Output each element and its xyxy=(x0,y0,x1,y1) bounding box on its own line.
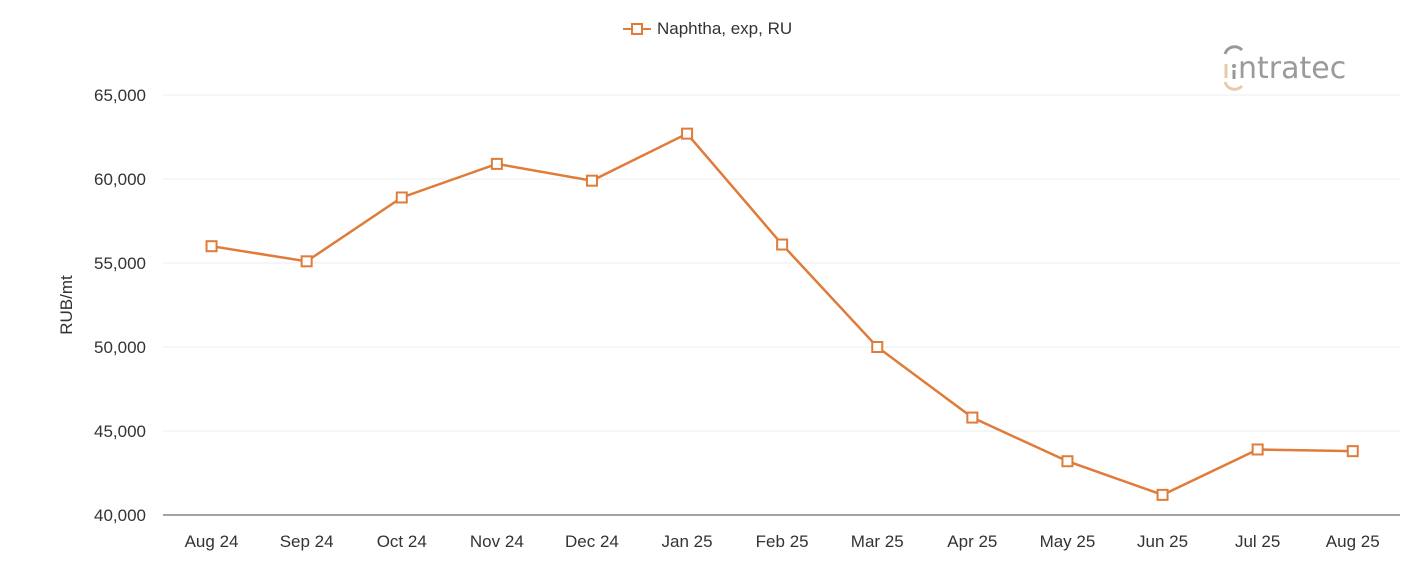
x-tick-label: Jan 25 xyxy=(662,532,713,551)
data-point-marker[interactable] xyxy=(1061,455,1074,468)
y-tick-label: 40,000 xyxy=(94,506,146,525)
x-tick-label: Apr 25 xyxy=(947,532,997,551)
series-line-naphtha xyxy=(211,132,1353,497)
data-point-marker[interactable] xyxy=(1251,443,1264,456)
x-tick-label: Feb 25 xyxy=(756,532,809,551)
data-point-marker[interactable] xyxy=(490,157,503,170)
y-tick-label: 45,000 xyxy=(94,422,146,441)
y-tick-label: 55,000 xyxy=(94,254,146,273)
x-tick-label: Jul 25 xyxy=(1235,532,1280,551)
data-point-marker[interactable] xyxy=(1156,488,1169,501)
y-tick-label: 60,000 xyxy=(94,170,146,189)
x-tick-label: Oct 24 xyxy=(377,532,427,551)
y-axis-ticks: 40,000 45,000 50,000 55,000 60,000 65,000 xyxy=(94,86,146,525)
data-point-marker[interactable] xyxy=(300,255,313,268)
legend[interactable]: Naphtha, exp, RU xyxy=(623,19,792,38)
data-point-marker[interactable] xyxy=(681,127,694,140)
y-tick-label: 50,000 xyxy=(94,338,146,357)
y-tick-label: 65,000 xyxy=(94,86,146,105)
data-point-marker[interactable] xyxy=(1346,445,1359,458)
series-markers xyxy=(205,127,1359,501)
legend-label: Naphtha, exp, RU xyxy=(657,19,792,38)
x-axis-ticks: Aug 24 Sep 24 Oct 24 Nov 24 Dec 24 Jan 25 Feb … xyxy=(185,532,1380,551)
intratec-logo: ntratec xyxy=(1223,45,1346,91)
legend-marker-icon xyxy=(631,23,643,35)
data-point-marker[interactable] xyxy=(395,191,408,204)
x-tick-label: Dec 24 xyxy=(565,532,619,551)
data-point-marker[interactable] xyxy=(205,240,218,253)
x-tick-label: Mar 25 xyxy=(851,532,904,551)
data-point-marker[interactable] xyxy=(966,411,979,424)
x-tick-label: Jun 25 xyxy=(1137,532,1188,551)
svg-text:ntratec: ntratec xyxy=(1238,51,1346,86)
data-point-marker[interactable] xyxy=(776,238,789,251)
x-tick-label: Aug 25 xyxy=(1326,532,1380,551)
y-axis-label: RUB/mt xyxy=(57,275,76,335)
data-point-marker[interactable] xyxy=(585,174,598,187)
x-tick-label: Sep 24 xyxy=(280,532,334,551)
gridlines xyxy=(163,94,1400,432)
x-tick-label: Aug 24 xyxy=(185,532,239,551)
data-point-marker[interactable] xyxy=(871,341,884,353)
x-tick-label: May 25 xyxy=(1040,532,1096,551)
x-tick-label: Nov 24 xyxy=(470,532,524,551)
